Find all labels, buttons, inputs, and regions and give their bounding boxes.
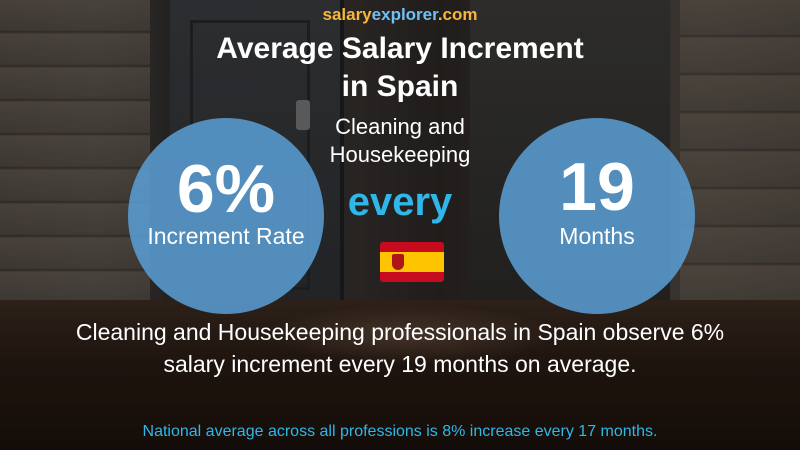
national-average-footnote: National average across all professions … — [142, 423, 658, 440]
description-line-2: salary increment every 19 months on aver… — [163, 351, 637, 377]
subtitle-line-1: Cleaning and — [335, 114, 465, 139]
background-wood-planks-right — [680, 0, 800, 330]
spain-flag-icon — [380, 242, 444, 282]
brand-domain: .com — [437, 5, 478, 24]
flag-red-stripe-top — [380, 242, 444, 252]
background-floor-sheen — [260, 305, 560, 365]
increment-rate-label: Increment Rate — [147, 223, 305, 249]
flag-yellow-stripe — [380, 252, 444, 272]
brand-salary: salary — [322, 5, 372, 24]
period-circle: 19 Months — [499, 118, 695, 314]
subtitle-line-2: Housekeeping — [329, 142, 471, 167]
page-subtitle: Cleaning and Housekeeping — [0, 113, 800, 169]
flag-crest-icon — [392, 254, 404, 270]
brand-explorer: explorer — [371, 5, 438, 24]
title-line-2: in Spain — [341, 70, 459, 103]
every-connector: every — [347, 180, 453, 224]
site-brand[interactable]: salaryexplorer.com — [0, 5, 800, 25]
summary-description: Cleaning and Housekeeping professionals … — [0, 316, 800, 380]
background-floor — [0, 300, 800, 450]
background-wood-planks-left — [0, 0, 150, 330]
page-title: Average Salary Increment in Spain — [0, 30, 800, 106]
increment-rate-value: 6% — [176, 151, 276, 227]
period-label: Months — [559, 223, 635, 249]
increment-rate-circle: 6% Increment Rate — [128, 118, 324, 314]
title-line-1: Average Salary Increment — [216, 32, 584, 65]
period-value: 19 — [559, 149, 635, 225]
flag-red-stripe-bottom — [380, 272, 444, 282]
background-door-handle — [296, 100, 310, 130]
description-line-1: Cleaning and Housekeeping professionals … — [75, 319, 725, 345]
